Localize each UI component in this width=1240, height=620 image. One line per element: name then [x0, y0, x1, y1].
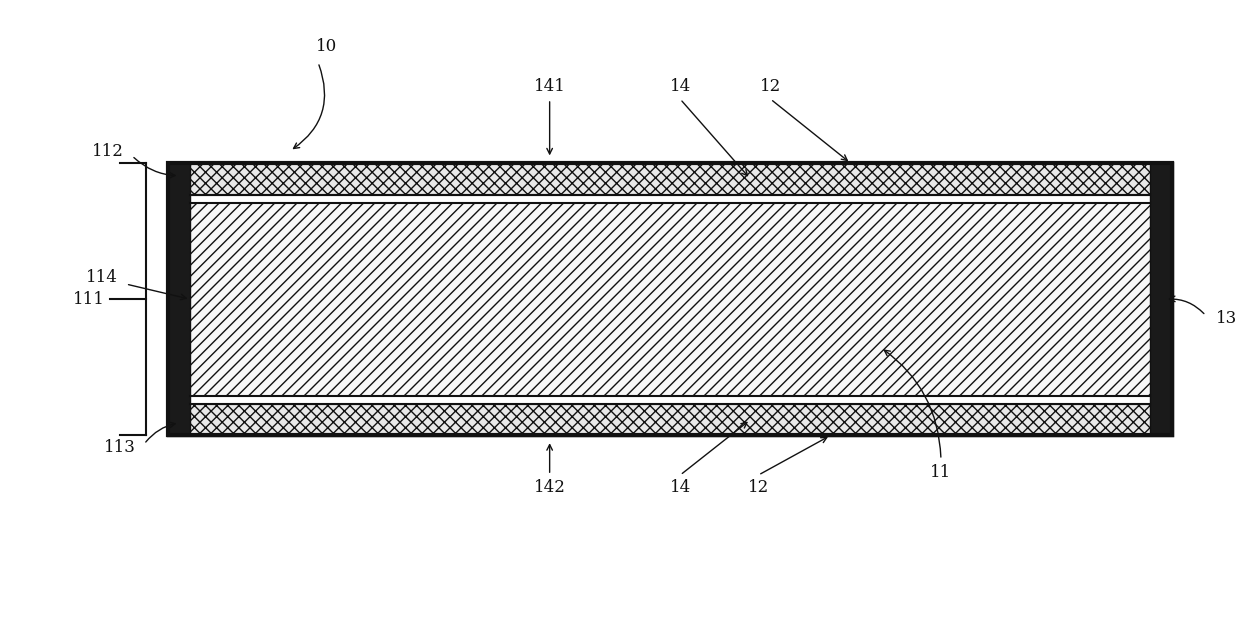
Bar	[169, 163, 1172, 435]
Bar	[169, 163, 1172, 195]
Text: 14: 14	[670, 479, 691, 496]
Bar	[169, 195, 1172, 203]
Text: 13: 13	[1216, 310, 1238, 327]
Text: 12: 12	[760, 78, 781, 95]
Text: 141: 141	[533, 78, 565, 95]
Bar	[169, 203, 1172, 396]
Text: 12: 12	[748, 479, 769, 496]
Text: 10: 10	[316, 38, 337, 55]
Bar	[169, 404, 1172, 435]
Text: 111: 111	[73, 291, 105, 308]
Text: 113: 113	[104, 439, 135, 456]
Bar	[1149, 163, 1172, 435]
Bar	[169, 396, 1172, 404]
Text: 14: 14	[670, 78, 691, 95]
Bar	[169, 163, 1172, 435]
Text: 11: 11	[930, 464, 951, 480]
Text: 112: 112	[92, 143, 124, 160]
Text: 142: 142	[533, 479, 565, 496]
Text: 114: 114	[86, 269, 118, 286]
Bar	[169, 163, 191, 435]
